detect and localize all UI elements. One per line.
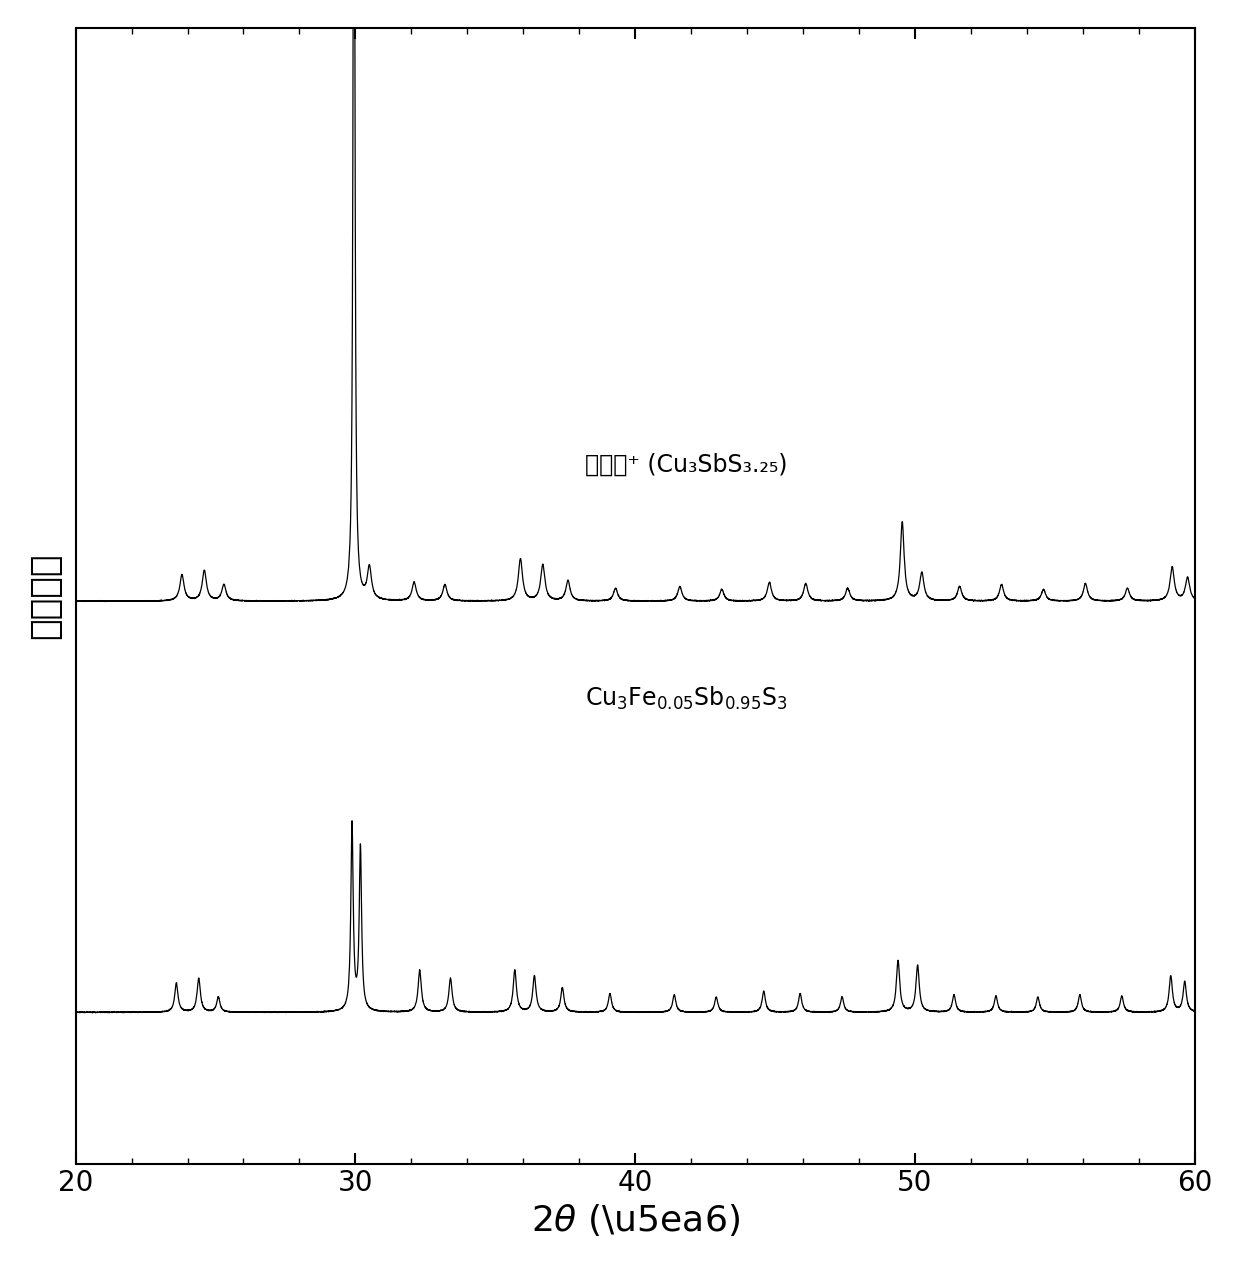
Y-axis label: 相对强度: 相对强度 (27, 552, 62, 639)
X-axis label: 2$\theta$ (\u5ea6): 2$\theta$ (\u5ea6) (531, 1203, 739, 1238)
Text: Cu$_3$Fe$_{0.05}$Sb$_{0.95}$S$_3$: Cu$_3$Fe$_{0.05}$Sb$_{0.95}$S$_3$ (585, 685, 787, 711)
Text: 勷铜矿⁺ (Cu₃SbS₃.₂₅): 勷铜矿⁺ (Cu₃SbS₃.₂₅) (585, 453, 787, 477)
